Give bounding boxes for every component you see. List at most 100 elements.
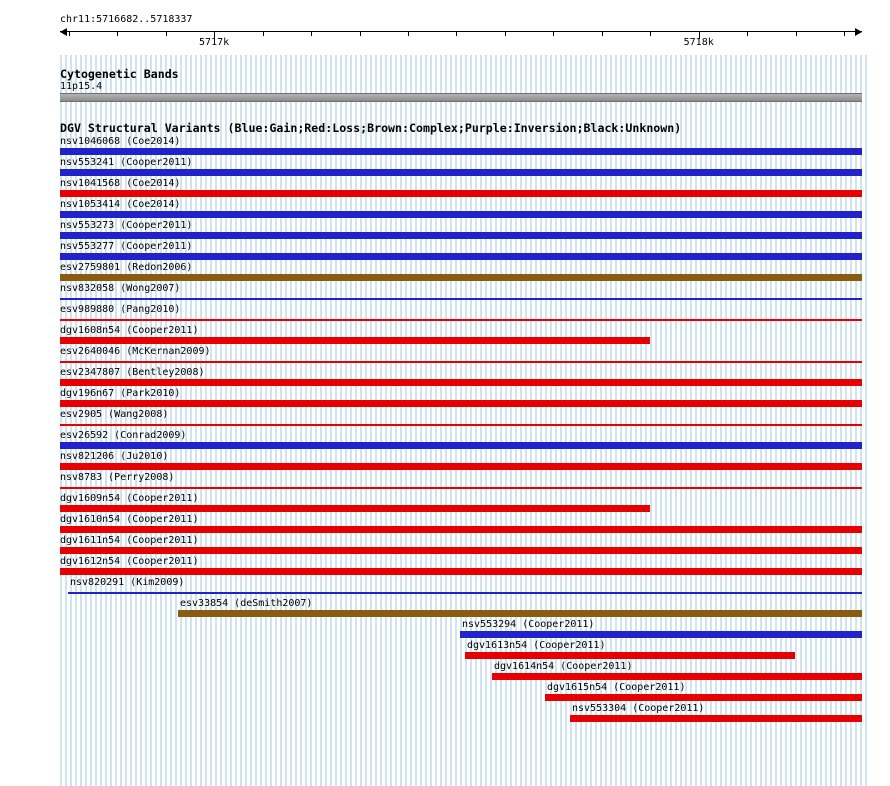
variant-bar-red[interactable] xyxy=(545,694,862,701)
variant-label: dgv1612n54 (Cooper2011) xyxy=(60,556,199,567)
ruler-major-tick xyxy=(698,32,700,39)
ruler-tick-label: 5717k xyxy=(199,37,230,48)
variant-bar-blue[interactable] xyxy=(60,253,862,260)
ruler-minor-tick xyxy=(553,32,555,36)
variant-row: dgv1615n54 (Cooper2011) xyxy=(60,681,862,702)
variant-row: dgv1610n54 (Cooper2011) xyxy=(60,513,862,534)
variant-label: nsv1053414 (Coe2014) xyxy=(60,199,181,210)
variant-bar-blue[interactable] xyxy=(460,631,862,638)
variant-label: nsv820291 (Kim2009) xyxy=(70,577,185,588)
cytoband-name: 11p15.4 xyxy=(60,81,103,92)
variant-row: esv2759801 (Redon2006) xyxy=(60,261,862,282)
variant-bar-blue[interactable] xyxy=(60,148,862,155)
ruler-tick-label: 5718k xyxy=(683,37,714,48)
variant-row: esv989880 (Pang2010) xyxy=(60,303,862,324)
variant-label: dgv1611n54 (Cooper2011) xyxy=(60,535,199,546)
variant-row: nsv553273 (Cooper2011) xyxy=(60,219,862,240)
variant-label: esv989880 (Pang2010) xyxy=(60,304,181,315)
variant-bar-red[interactable] xyxy=(60,547,862,554)
variant-bar-blue[interactable] xyxy=(60,232,862,239)
variant-row: esv33854 (deSmith2007) xyxy=(60,597,862,618)
ruler-minor-tick xyxy=(456,32,458,36)
variant-bar-red[interactable] xyxy=(60,487,862,489)
ruler: 5717k 5718k xyxy=(60,24,862,54)
variant-bar-red[interactable] xyxy=(60,190,862,197)
variant-bar-red[interactable] xyxy=(60,505,650,512)
variant-label: dgv1608n54 (Cooper2011) xyxy=(60,325,199,336)
tracks-panel: Cytogenetic Bands 11p15.4 DGV Structural… xyxy=(60,55,868,786)
variant-row: nsv1053414 (Coe2014) xyxy=(60,198,862,219)
cytoband-bar xyxy=(60,93,862,102)
ruler-minor-tick xyxy=(650,32,652,36)
variant-bar-red[interactable] xyxy=(570,715,862,722)
variant-row: esv26592 (Conrad2009) xyxy=(60,429,862,450)
ruler-minor-tick xyxy=(359,32,361,36)
variant-row: esv2347807 (Bentley2008) xyxy=(60,366,862,387)
variant-bar-red[interactable] xyxy=(60,379,862,386)
variant-row: esv2905 (Wang2008) xyxy=(60,408,862,429)
variant-rows: nsv1046068 (Coe2014) nsv553241 (Cooper201… xyxy=(60,135,862,723)
variant-row: nsv821206 (Ju2010) xyxy=(60,450,862,471)
variant-row: dgv1611n54 (Cooper2011) xyxy=(60,534,862,555)
variant-label: nsv821206 (Ju2010) xyxy=(60,451,169,462)
variant-label: esv2905 (Wang2008) xyxy=(60,409,169,420)
ruler-minor-tick xyxy=(165,32,167,36)
variant-bar-blue[interactable] xyxy=(60,298,862,300)
variant-bar-brown[interactable] xyxy=(178,610,862,617)
variant-label: nsv553277 (Cooper2011) xyxy=(60,241,193,252)
variant-bar-red[interactable] xyxy=(60,319,862,321)
variant-label: nsv1046068 (Coe2014) xyxy=(60,136,181,147)
variant-label: dgv196n67 (Park2010) xyxy=(60,388,181,399)
variant-label: esv33854 (deSmith2007) xyxy=(180,598,313,609)
ruler-left-arrow-icon xyxy=(60,28,67,36)
variant-bar-red[interactable] xyxy=(60,424,862,426)
variant-bar-red[interactable] xyxy=(60,568,862,575)
ruler-minor-tick xyxy=(117,32,119,36)
variant-row: nsv553277 (Cooper2011) xyxy=(60,240,862,261)
variant-row: dgv1613n54 (Cooper2011) xyxy=(60,639,862,660)
variant-bar-blue[interactable] xyxy=(68,592,862,594)
ruler-minor-tick xyxy=(747,32,749,36)
variant-label: esv2759801 (Redon2006) xyxy=(60,262,193,273)
ruler-line xyxy=(60,31,862,32)
variant-row: nsv820291 (Kim2009) xyxy=(60,576,862,597)
ruler-minor-tick xyxy=(844,32,846,36)
variant-bar-blue[interactable] xyxy=(60,442,862,449)
variant-bar-brown[interactable] xyxy=(60,274,862,281)
variant-bar-red[interactable] xyxy=(60,337,650,344)
variant-label: esv2640046 (McKernan2009) xyxy=(60,346,211,357)
ruler-minor-tick xyxy=(601,32,603,36)
variant-label: nsv832058 (Wong2007) xyxy=(60,283,181,294)
ruler-minor-tick xyxy=(311,32,312,36)
variant-row: nsv832058 (Wong2007) xyxy=(60,282,862,303)
variant-bar-blue[interactable] xyxy=(60,169,862,176)
ruler-minor-tick xyxy=(68,32,70,36)
variant-row: dgv196n67 (Park2010) xyxy=(60,387,862,408)
variant-row: dgv1612n54 (Cooper2011) xyxy=(60,555,862,576)
variant-row: dgv1614n54 (Cooper2011) xyxy=(60,660,862,681)
variant-row: esv2640046 (McKernan2009) xyxy=(60,345,862,366)
ruler-minor-tick xyxy=(262,32,264,36)
variant-bar-red[interactable] xyxy=(60,463,862,470)
variant-label: dgv1613n54 (Cooper2011) xyxy=(467,640,606,651)
ruler-minor-tick xyxy=(407,32,409,36)
variant-label: dgv1610n54 (Cooper2011) xyxy=(60,514,199,525)
variant-bar-red[interactable] xyxy=(492,673,862,680)
variant-row: nsv553294 (Cooper2011) xyxy=(60,618,862,639)
variant-bar-red[interactable] xyxy=(60,526,862,533)
variant-label: dgv1615n54 (Cooper2011) xyxy=(547,682,686,693)
variant-row: nsv553241 (Cooper2011) xyxy=(60,156,862,177)
variant-label: nsv553294 (Cooper2011) xyxy=(462,619,595,630)
ruler-minor-tick xyxy=(795,32,797,36)
variant-label: dgv1614n54 (Cooper2011) xyxy=(494,661,633,672)
ruler-minor-tick xyxy=(504,32,506,36)
variant-bar-red[interactable] xyxy=(60,400,862,407)
ruler-right-arrow-icon xyxy=(855,28,862,36)
variant-bar-red[interactable] xyxy=(60,361,862,363)
variant-row: dgv1609n54 (Cooper2011) xyxy=(60,492,862,513)
variant-label: esv26592 (Conrad2009) xyxy=(60,430,187,441)
variant-label: nsv8783 (Perry2008) xyxy=(60,472,175,483)
variant-bar-red[interactable] xyxy=(465,652,795,659)
variant-row: nsv553304 (Cooper2011) xyxy=(60,702,862,723)
variant-bar-blue[interactable] xyxy=(60,211,862,218)
